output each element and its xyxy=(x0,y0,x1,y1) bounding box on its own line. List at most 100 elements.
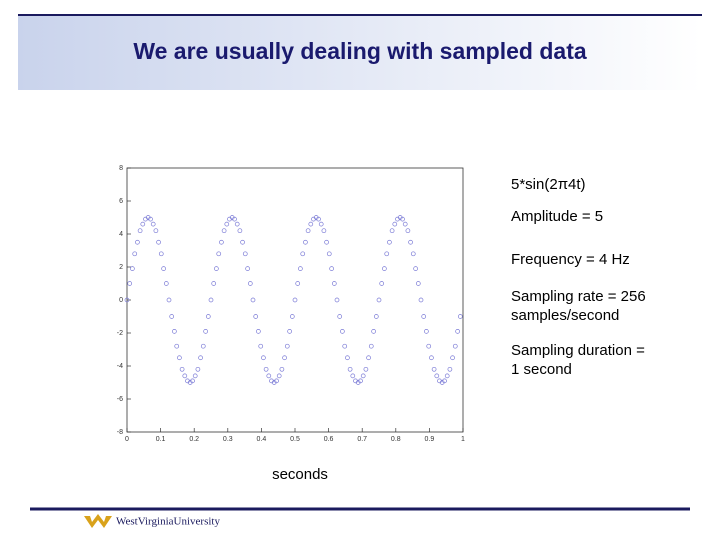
x-tick-label: 0.4 xyxy=(257,436,267,443)
sample-point xyxy=(256,329,261,334)
sample-point xyxy=(253,314,259,319)
sample-point xyxy=(284,343,290,349)
sample-point xyxy=(127,281,133,286)
sample-point xyxy=(363,366,369,372)
sample-point xyxy=(195,366,201,372)
sample-point xyxy=(161,266,166,271)
x-tick-label: 0.3 xyxy=(223,436,233,443)
sample-point xyxy=(169,314,175,319)
sample-point xyxy=(234,221,240,227)
sample-point xyxy=(340,329,345,334)
sample-point xyxy=(358,378,363,384)
sample-point xyxy=(387,239,392,245)
sample-point xyxy=(415,281,421,286)
sample-point xyxy=(389,228,395,234)
sample-point xyxy=(200,343,206,349)
y-tick-label: -8 xyxy=(117,429,123,436)
note: Amplitude = 5 xyxy=(511,208,603,225)
sample-point xyxy=(240,239,245,245)
x-tick-label: 1 xyxy=(461,436,465,443)
sample-point xyxy=(132,251,138,257)
x-tick-label: 0.8 xyxy=(391,436,401,443)
sample-point xyxy=(347,366,353,372)
y-tick-label: -6 xyxy=(117,396,123,403)
note: Sampling rate = 256 xyxy=(511,288,646,305)
sample-point xyxy=(211,281,217,286)
sample-point xyxy=(172,329,177,334)
sample-point xyxy=(444,373,450,379)
logo-text: WestVirginiaUniversity xyxy=(116,516,220,528)
sample-point xyxy=(324,239,329,245)
slide-title: We are usually dealing with sampled data xyxy=(133,38,587,64)
sample-point xyxy=(219,239,224,245)
sample-point xyxy=(334,297,340,303)
sample-point xyxy=(177,355,182,361)
sample-point xyxy=(137,228,143,234)
sample-point xyxy=(316,216,321,222)
sample-point xyxy=(371,329,376,334)
sample-point xyxy=(214,266,219,271)
sample-point xyxy=(156,239,161,245)
note: 5*sin(2π4t) xyxy=(511,176,586,193)
sample-point xyxy=(392,221,398,227)
sample-point xyxy=(400,216,405,222)
sample-point xyxy=(303,239,308,245)
sample-point xyxy=(366,355,371,361)
sample-point xyxy=(408,239,413,245)
sample-point xyxy=(261,355,266,361)
logo-mark xyxy=(84,514,112,528)
y-tick-label: 0 xyxy=(119,297,123,304)
x-tick-label: 0.9 xyxy=(425,436,435,443)
y-tick-label: -2 xyxy=(117,330,123,337)
sample-point xyxy=(163,281,169,286)
sample-point xyxy=(379,281,385,286)
sample-point xyxy=(326,251,332,257)
sample-point xyxy=(373,314,379,319)
sample-point xyxy=(345,355,350,361)
sample-point xyxy=(426,343,432,349)
sample-point xyxy=(305,228,311,234)
sample-point xyxy=(384,251,390,257)
sample-point xyxy=(192,373,198,379)
note: Sampling duration = xyxy=(511,342,645,359)
sample-point xyxy=(402,221,408,227)
sample-point xyxy=(148,216,153,222)
sample-point xyxy=(452,343,458,349)
sample-point xyxy=(135,239,140,245)
y-tick-label: 8 xyxy=(119,165,123,172)
sample-point xyxy=(237,228,243,234)
sample-point xyxy=(410,251,416,257)
sample-point xyxy=(250,297,256,303)
sample-point xyxy=(198,355,203,361)
note: 1 second xyxy=(511,361,572,378)
sample-point xyxy=(182,373,188,379)
x-tick-label: 0.5 xyxy=(290,436,300,443)
x-axis-label: seconds xyxy=(272,466,328,483)
sample-point xyxy=(424,329,429,334)
x-tick-label: 0.7 xyxy=(357,436,367,443)
sample-point xyxy=(421,314,427,319)
sample-point xyxy=(203,329,208,334)
sample-point xyxy=(224,221,230,227)
sample-point xyxy=(150,221,156,227)
sample-point xyxy=(455,329,460,334)
sample-point xyxy=(130,266,135,271)
y-tick-label: 4 xyxy=(119,231,123,238)
sample-point xyxy=(360,373,366,379)
sample-point xyxy=(331,281,337,286)
sample-point xyxy=(258,343,264,349)
sample-point xyxy=(205,314,211,319)
sample-point xyxy=(232,216,237,222)
sample-point xyxy=(337,314,343,319)
sample-point xyxy=(266,373,272,379)
sample-point xyxy=(140,221,146,227)
sample-point xyxy=(221,228,227,234)
sample-point xyxy=(124,297,130,303)
sample-point xyxy=(158,251,164,257)
sample-point xyxy=(342,343,348,349)
sample-point xyxy=(242,251,248,257)
sample-point xyxy=(434,373,440,379)
sample-point xyxy=(276,373,282,379)
